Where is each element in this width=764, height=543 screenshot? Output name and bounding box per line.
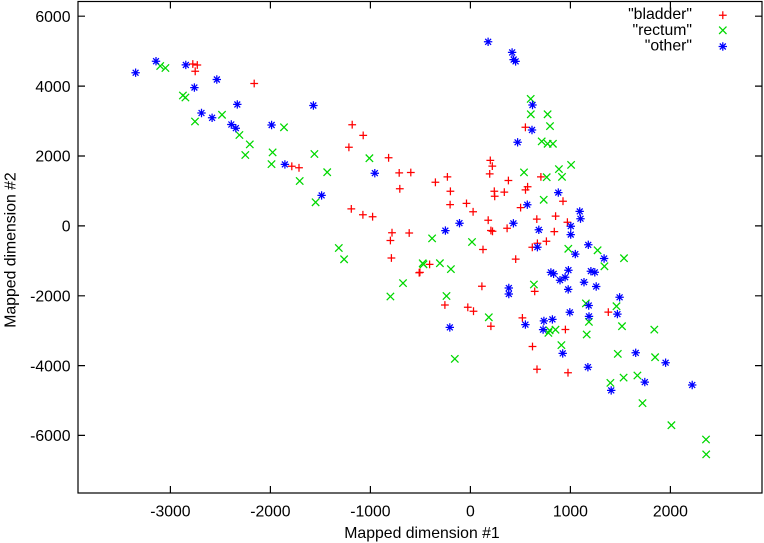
svg-text:2000: 2000 [35,149,70,166]
svg-text:6000: 6000 [35,9,70,26]
svg-text:-6000: -6000 [30,428,71,445]
svg-text:4000: 4000 [35,79,70,96]
svg-text:0: 0 [466,504,475,521]
svg-text:Mapped dimension #2: Mapped dimension #2 [3,172,20,327]
svg-text:-3000: -3000 [150,504,191,521]
svg-text:-2000: -2000 [30,289,71,306]
svg-text:"other": "other" [645,38,692,55]
svg-text:"bladder": "bladder" [628,6,692,23]
svg-text:-1000: -1000 [350,504,391,521]
svg-text:Mapped dimension #1: Mapped dimension #1 [344,525,500,542]
svg-text:2000: 2000 [653,504,688,521]
svg-text:0: 0 [62,219,71,236]
svg-text:"rectum": "rectum" [633,22,693,39]
svg-text:1000: 1000 [553,504,588,521]
svg-text:-2000: -2000 [250,504,291,521]
svg-text:-4000: -4000 [30,358,71,375]
